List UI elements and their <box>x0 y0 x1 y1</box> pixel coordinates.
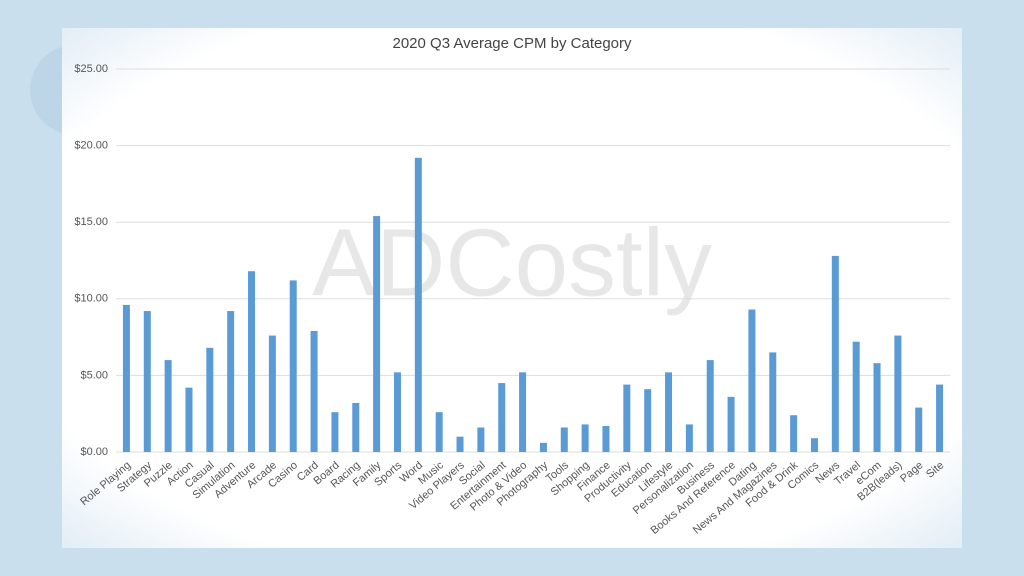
bar <box>748 309 756 452</box>
bar <box>435 412 443 452</box>
bar <box>873 363 881 452</box>
bar <box>164 360 172 452</box>
bar <box>706 360 714 452</box>
bar <box>852 341 860 452</box>
bar <box>560 427 568 452</box>
bar <box>393 372 401 452</box>
bar <box>769 352 777 452</box>
bar <box>685 424 693 452</box>
bar <box>310 330 318 452</box>
bar <box>623 384 631 452</box>
chart-title: 2020 Q3 Average CPM by Category <box>392 35 632 52</box>
bar <box>456 436 464 452</box>
bar <box>477 427 485 452</box>
bar <box>727 396 735 452</box>
y-tick-label: $0.00 <box>80 446 108 458</box>
watermark: ADCostly <box>312 209 712 316</box>
chart-card <box>62 28 962 548</box>
bar <box>248 271 256 452</box>
y-tick-label: $5.00 <box>80 369 108 381</box>
bar <box>352 402 360 452</box>
bar <box>289 280 297 452</box>
y-tick-label: $15.00 <box>74 216 108 228</box>
bar <box>143 311 151 452</box>
bar <box>414 157 422 452</box>
y-tick-label: $10.00 <box>74 293 108 305</box>
bar <box>790 415 798 452</box>
bar <box>644 389 652 452</box>
bar <box>810 438 818 452</box>
bar <box>206 347 214 452</box>
bar <box>498 383 506 452</box>
bar <box>581 424 589 452</box>
bar <box>831 255 839 452</box>
bar <box>373 216 381 452</box>
y-tick-label: $25.00 <box>74 63 108 75</box>
bar <box>268 335 276 452</box>
bar <box>894 335 902 452</box>
bar <box>331 412 339 452</box>
bar <box>185 387 193 452</box>
bar <box>915 407 923 452</box>
bar <box>122 304 130 452</box>
bar <box>665 372 673 452</box>
bar <box>227 311 235 452</box>
y-tick-label: $20.00 <box>74 140 108 152</box>
bar <box>519 372 527 452</box>
bar <box>602 425 610 452</box>
bar <box>539 442 547 452</box>
bar <box>936 384 944 452</box>
